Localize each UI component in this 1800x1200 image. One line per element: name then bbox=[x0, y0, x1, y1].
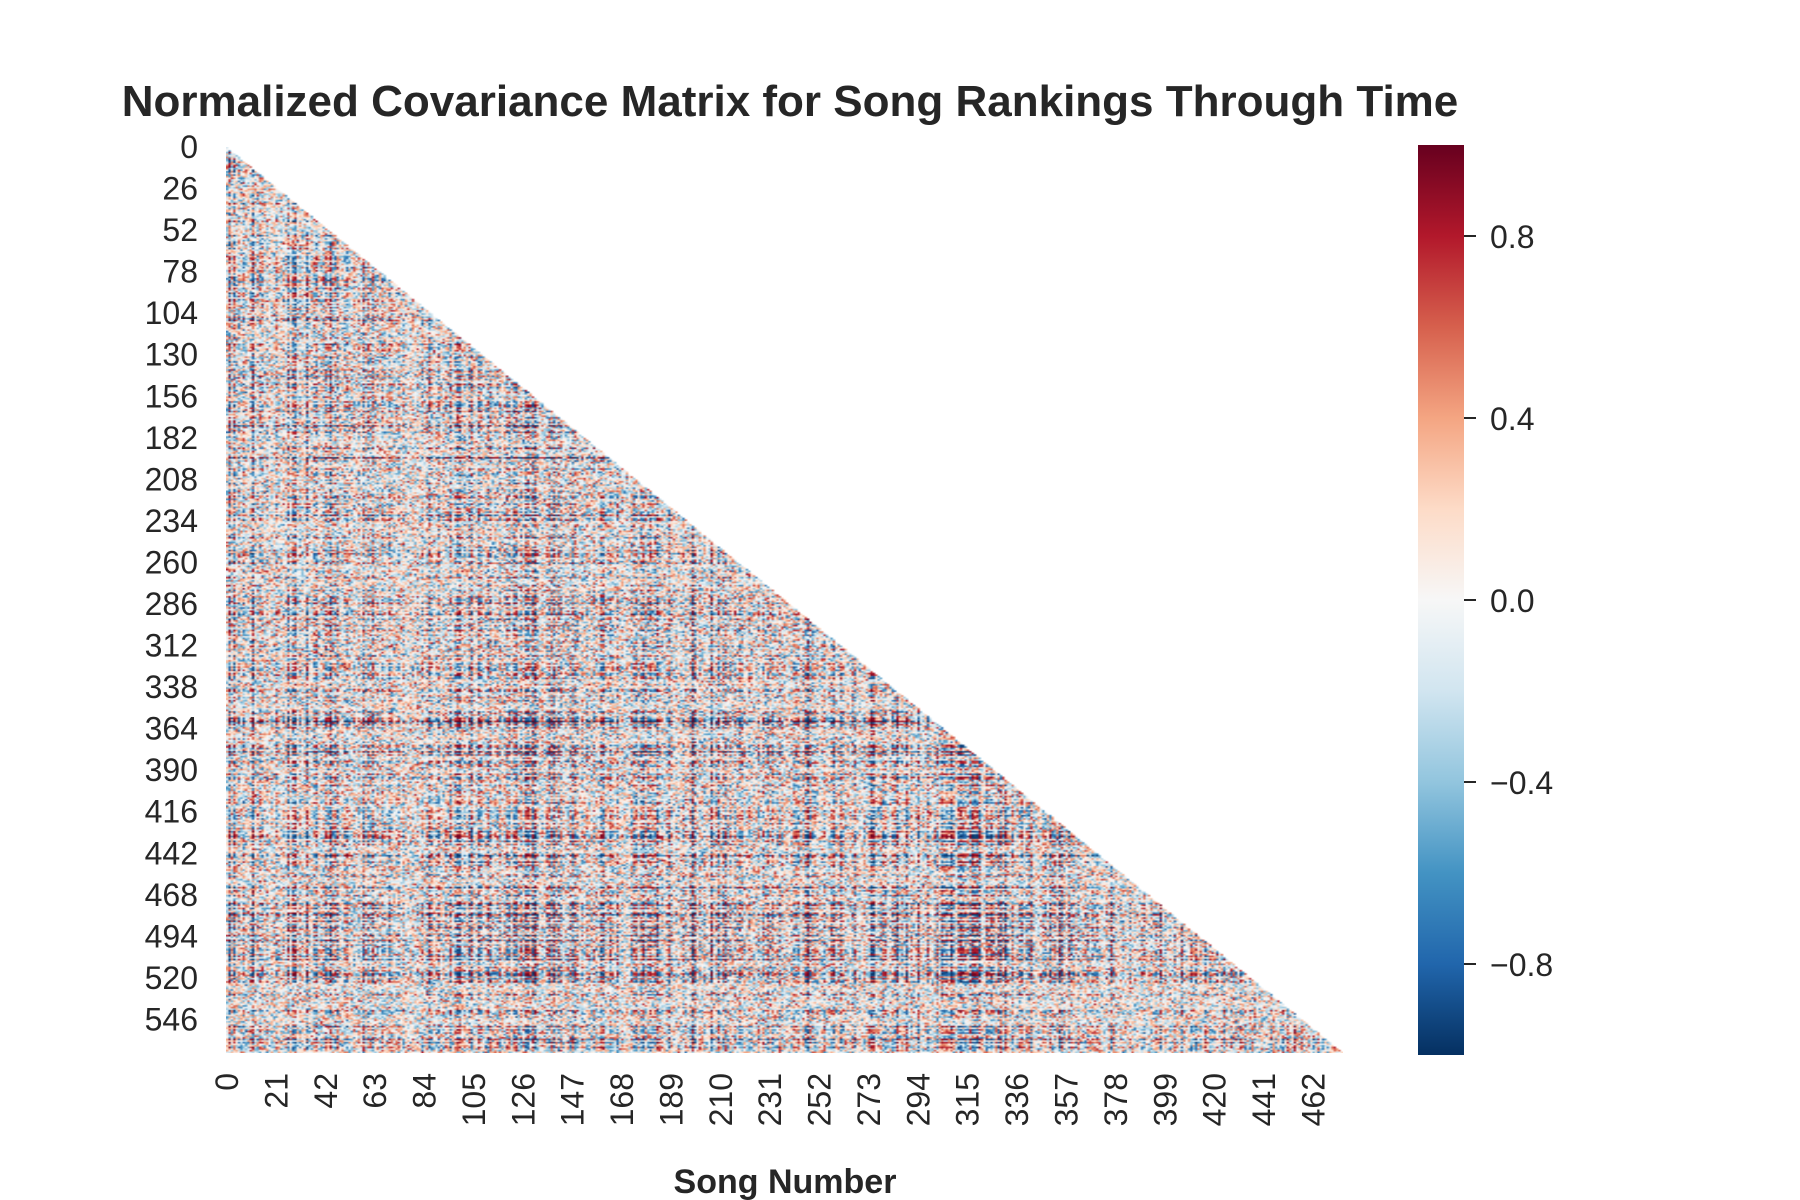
y-tick-label: 390 bbox=[145, 752, 198, 788]
y-tick-label: 130 bbox=[145, 337, 198, 373]
x-tick-label: 420 bbox=[1197, 1073, 1233, 1126]
x-tick-label: 105 bbox=[456, 1073, 492, 1126]
x-axis-ticks: 0 21 42 63 84 105 126 147 168 189 210 231 252 273 294 3… bbox=[209, 1073, 1331, 1126]
x-axis-title: Song Number bbox=[674, 1163, 897, 1200]
y-tick-label: 182 bbox=[145, 420, 198, 456]
x-tick-label: 273 bbox=[851, 1073, 887, 1126]
colorbar-tick-label: 0.4 bbox=[1490, 401, 1534, 437]
x-tick-label: 315 bbox=[950, 1073, 986, 1126]
x-tick-label: 399 bbox=[1147, 1073, 1183, 1126]
x-tick-label: 0 bbox=[209, 1073, 245, 1091]
x-tick-label: 126 bbox=[505, 1073, 541, 1126]
colorbar-tick-label: −0.4 bbox=[1490, 765, 1553, 801]
colorbar bbox=[1418, 145, 1464, 1055]
x-tick-label: 441 bbox=[1246, 1073, 1282, 1126]
colorbar-tick-label: 0.8 bbox=[1490, 219, 1534, 255]
colorbar-tick-label: −0.8 bbox=[1490, 947, 1553, 983]
x-tick-label: 294 bbox=[900, 1073, 936, 1126]
x-tick-label: 42 bbox=[308, 1073, 344, 1109]
x-tick-label: 147 bbox=[555, 1073, 591, 1126]
y-tick-label: 546 bbox=[145, 1001, 198, 1037]
x-tick-label: 231 bbox=[752, 1073, 788, 1126]
y-tick-label: 338 bbox=[145, 669, 198, 705]
heatmap-area bbox=[226, 147, 1343, 1053]
y-tick-label: 234 bbox=[145, 503, 198, 539]
x-tick-label: 462 bbox=[1295, 1073, 1331, 1126]
x-tick-label: 357 bbox=[1049, 1073, 1085, 1126]
y-tick-label: 286 bbox=[145, 586, 198, 622]
x-tick-label: 63 bbox=[357, 1073, 393, 1109]
y-tick-label: 156 bbox=[145, 378, 198, 414]
y-tick-label: 520 bbox=[145, 960, 198, 996]
y-tick-label: 0 bbox=[180, 129, 198, 165]
y-tick-label: 52 bbox=[162, 212, 198, 248]
y-tick-label: 260 bbox=[145, 544, 198, 580]
y-tick-label: 104 bbox=[145, 295, 198, 331]
y-tick-label: 364 bbox=[145, 711, 198, 747]
y-tick-label: 494 bbox=[145, 918, 198, 954]
y-axis-ticks: 0 26 52 78 104 130 156 182 208 234 260 286 312 338 364… bbox=[145, 129, 198, 1037]
x-tick-label: 252 bbox=[802, 1073, 838, 1126]
y-tick-label: 442 bbox=[145, 835, 198, 871]
y-tick-label: 468 bbox=[145, 877, 198, 913]
x-tick-label: 21 bbox=[258, 1073, 294, 1109]
x-tick-label: 336 bbox=[999, 1073, 1035, 1126]
colorbar-tick-label: 0.0 bbox=[1490, 583, 1534, 619]
colorbar-ticks: 0.8 0.4 0.0 −0.4 −0.8 bbox=[1464, 219, 1553, 983]
x-tick-label: 378 bbox=[1098, 1073, 1134, 1126]
x-tick-label: 210 bbox=[703, 1073, 739, 1126]
y-tick-label: 78 bbox=[162, 254, 198, 290]
heatmap-cells bbox=[226, 147, 1343, 1053]
chart-title: Normalized Covariance Matrix for Song Ra… bbox=[122, 77, 1459, 126]
y-tick-label: 208 bbox=[145, 461, 198, 497]
y-tick-label: 312 bbox=[145, 628, 198, 664]
x-tick-label: 168 bbox=[604, 1073, 640, 1126]
y-tick-label: 416 bbox=[145, 794, 198, 830]
y-tick-label: 26 bbox=[162, 171, 198, 207]
x-tick-label: 84 bbox=[407, 1073, 443, 1109]
x-tick-label: 189 bbox=[653, 1073, 689, 1126]
